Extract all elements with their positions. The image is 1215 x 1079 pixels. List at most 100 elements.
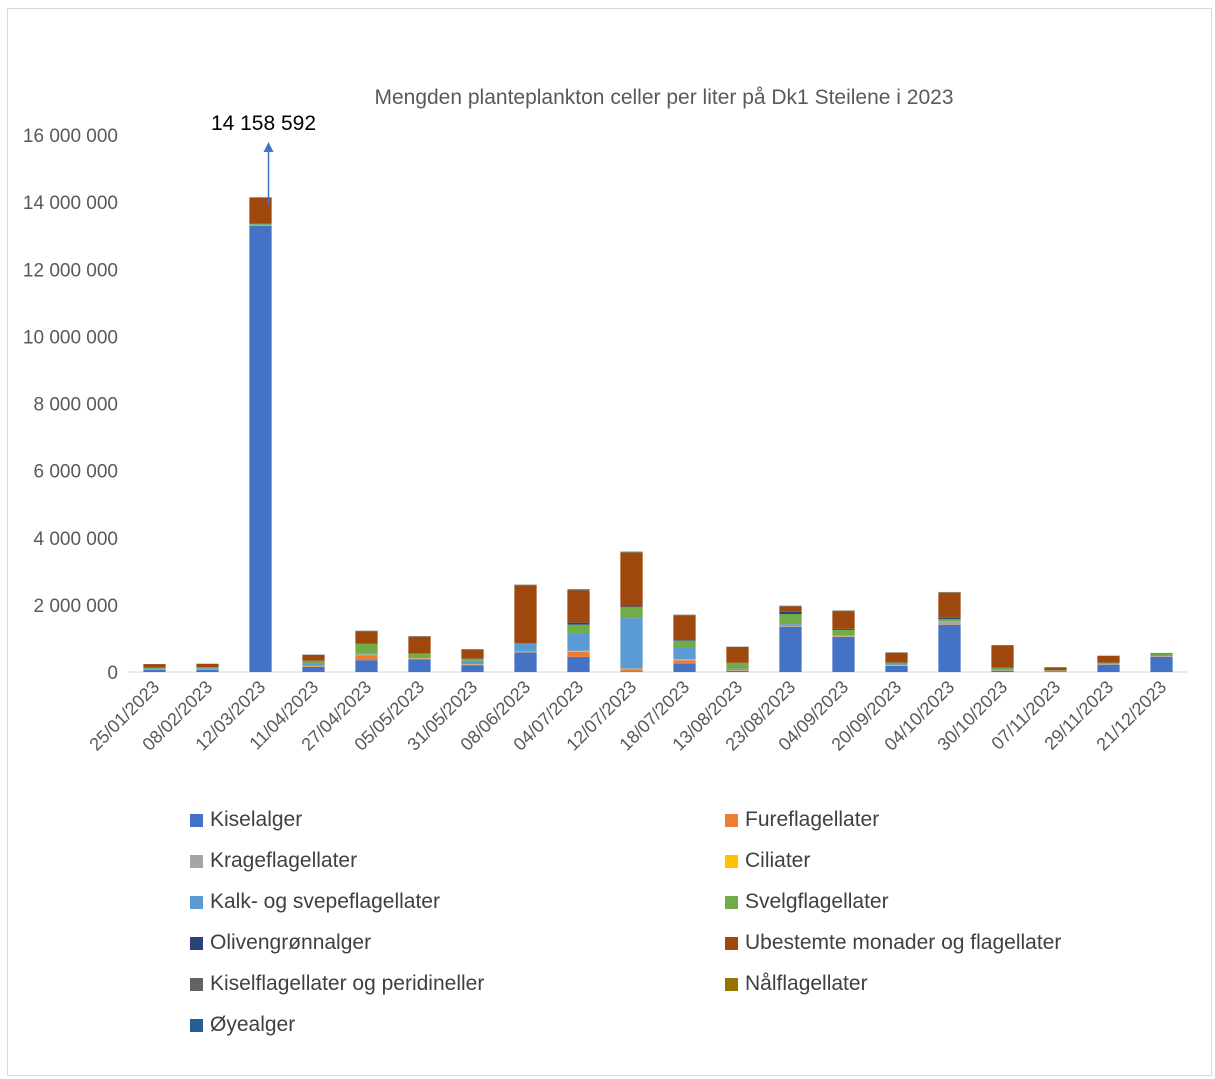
bar-segment <box>885 664 908 666</box>
y-tick-label: 4 000 000 <box>33 529 118 550</box>
bar-segment <box>1150 656 1173 672</box>
bar-segment <box>620 607 643 619</box>
bar-segment <box>885 652 908 663</box>
y-tick-label: 10 000 000 <box>23 327 118 348</box>
y-axis: 0 2 000 000 4 000 000 6 000 000 8 000 000 10 … <box>23 126 1188 684</box>
bar-segment <box>249 223 272 225</box>
legend-label: Kalk- og svepeflagellater <box>210 890 440 913</box>
legend-label: Nålflagellater <box>745 972 868 995</box>
legend-swatch <box>190 895 203 909</box>
bar-segment <box>885 662 908 665</box>
legend-item: Ciliater <box>725 846 810 876</box>
bar-segment <box>567 622 590 625</box>
bar-segment <box>249 225 272 672</box>
bar-segment <box>196 667 219 669</box>
bar-segment <box>991 667 1014 670</box>
bar-segment <box>991 669 1014 671</box>
bar-segment <box>408 653 431 658</box>
legend-swatch <box>725 854 738 868</box>
bar-segment <box>885 665 908 672</box>
bar-segment <box>620 669 643 672</box>
legend-swatch <box>190 936 203 950</box>
legend-swatch <box>190 977 203 991</box>
bar-segment <box>832 628 855 630</box>
bar-segment <box>779 624 802 626</box>
bar-segment <box>143 669 166 672</box>
bar-segment <box>726 668 749 670</box>
bar-segment <box>567 633 590 651</box>
bar-segment <box>514 643 537 652</box>
y-tick-label: 6 000 000 <box>33 462 118 483</box>
x-axis: 25/01/202308/02/202312/03/202311/04/2023… <box>85 677 1170 755</box>
bar-segment <box>408 658 431 660</box>
legend-item: Nålflagellater <box>725 969 868 999</box>
bar-segment <box>143 668 166 670</box>
bar-segment <box>355 655 378 661</box>
bar-segment <box>779 614 802 625</box>
bar-segment <box>991 645 1014 668</box>
bar-segment <box>196 663 219 668</box>
bar-segment <box>1044 667 1067 671</box>
bar-segment <box>673 660 696 664</box>
bar-segment <box>938 621 961 622</box>
legend-label: Kiselalger <box>210 808 303 831</box>
bar-segment <box>726 647 749 663</box>
peak-annotation: 14 158 592 <box>211 112 316 206</box>
bar-segment <box>355 653 378 655</box>
bar-segment <box>355 631 378 644</box>
legend-label: Øyealger <box>210 1013 296 1036</box>
bar-segment <box>673 663 696 672</box>
bar-segment <box>1150 653 1173 654</box>
bar-segment <box>196 668 219 670</box>
y-tick-label: 12 000 000 <box>23 260 118 281</box>
legend-label: Ubestemte monader og flagellater <box>745 931 1062 954</box>
bar-segment <box>567 590 590 623</box>
bar-segment <box>302 666 325 672</box>
legend-swatch <box>725 936 738 950</box>
bar-segment <box>1097 655 1120 663</box>
bar-segment <box>408 659 431 672</box>
legend-label: Krageflagellater <box>210 849 358 872</box>
bar-segment <box>461 660 484 665</box>
y-tick-label: 8 000 000 <box>33 395 118 416</box>
bar-segment <box>938 619 961 622</box>
bar-segment <box>832 636 855 672</box>
bar-segment <box>1097 662 1120 664</box>
bar-segment <box>673 659 696 661</box>
bar-segment <box>991 670 1014 672</box>
legend-item: Øyealger <box>190 1010 295 1040</box>
bar-segment <box>1097 663 1120 665</box>
bar-segment <box>567 651 590 657</box>
bar-segment <box>938 625 961 672</box>
bar-segment <box>1097 664 1120 672</box>
legend-label: Svelgflagellater <box>745 890 889 913</box>
bar-segment <box>938 617 961 620</box>
bar-segment <box>620 671 643 672</box>
legend-swatch <box>725 813 738 827</box>
y-tick-label: 0 <box>107 663 118 684</box>
bar-segment <box>779 626 802 672</box>
legend-item: Ubestemte monader og flagellater <box>725 928 1061 958</box>
y-tick-label: 16 000 000 <box>23 126 118 147</box>
bar-segment <box>408 657 431 659</box>
legend-swatch <box>190 813 203 827</box>
bar-segment <box>567 589 590 591</box>
legend-item: Kiselflagellater og peridineller <box>190 969 484 999</box>
legend-item: Kiselalger <box>190 805 302 835</box>
legend-swatch <box>725 895 738 909</box>
legend-swatch <box>190 1018 203 1032</box>
legend-label: Fureflagellater <box>745 808 880 831</box>
bar-segment <box>355 660 378 672</box>
bar-segment <box>408 636 431 654</box>
bar-segment <box>302 663 325 666</box>
bar-segment <box>673 640 696 648</box>
bar-segment <box>620 618 643 669</box>
bar-segment <box>832 629 855 636</box>
y-tick-label: 14 000 000 <box>23 193 118 214</box>
bar-segment <box>779 606 802 612</box>
bar-segment <box>196 669 219 672</box>
bar-segment <box>302 660 325 664</box>
bar-segment <box>620 668 643 670</box>
bar-segment <box>620 553 643 607</box>
bar-segment <box>726 662 749 669</box>
